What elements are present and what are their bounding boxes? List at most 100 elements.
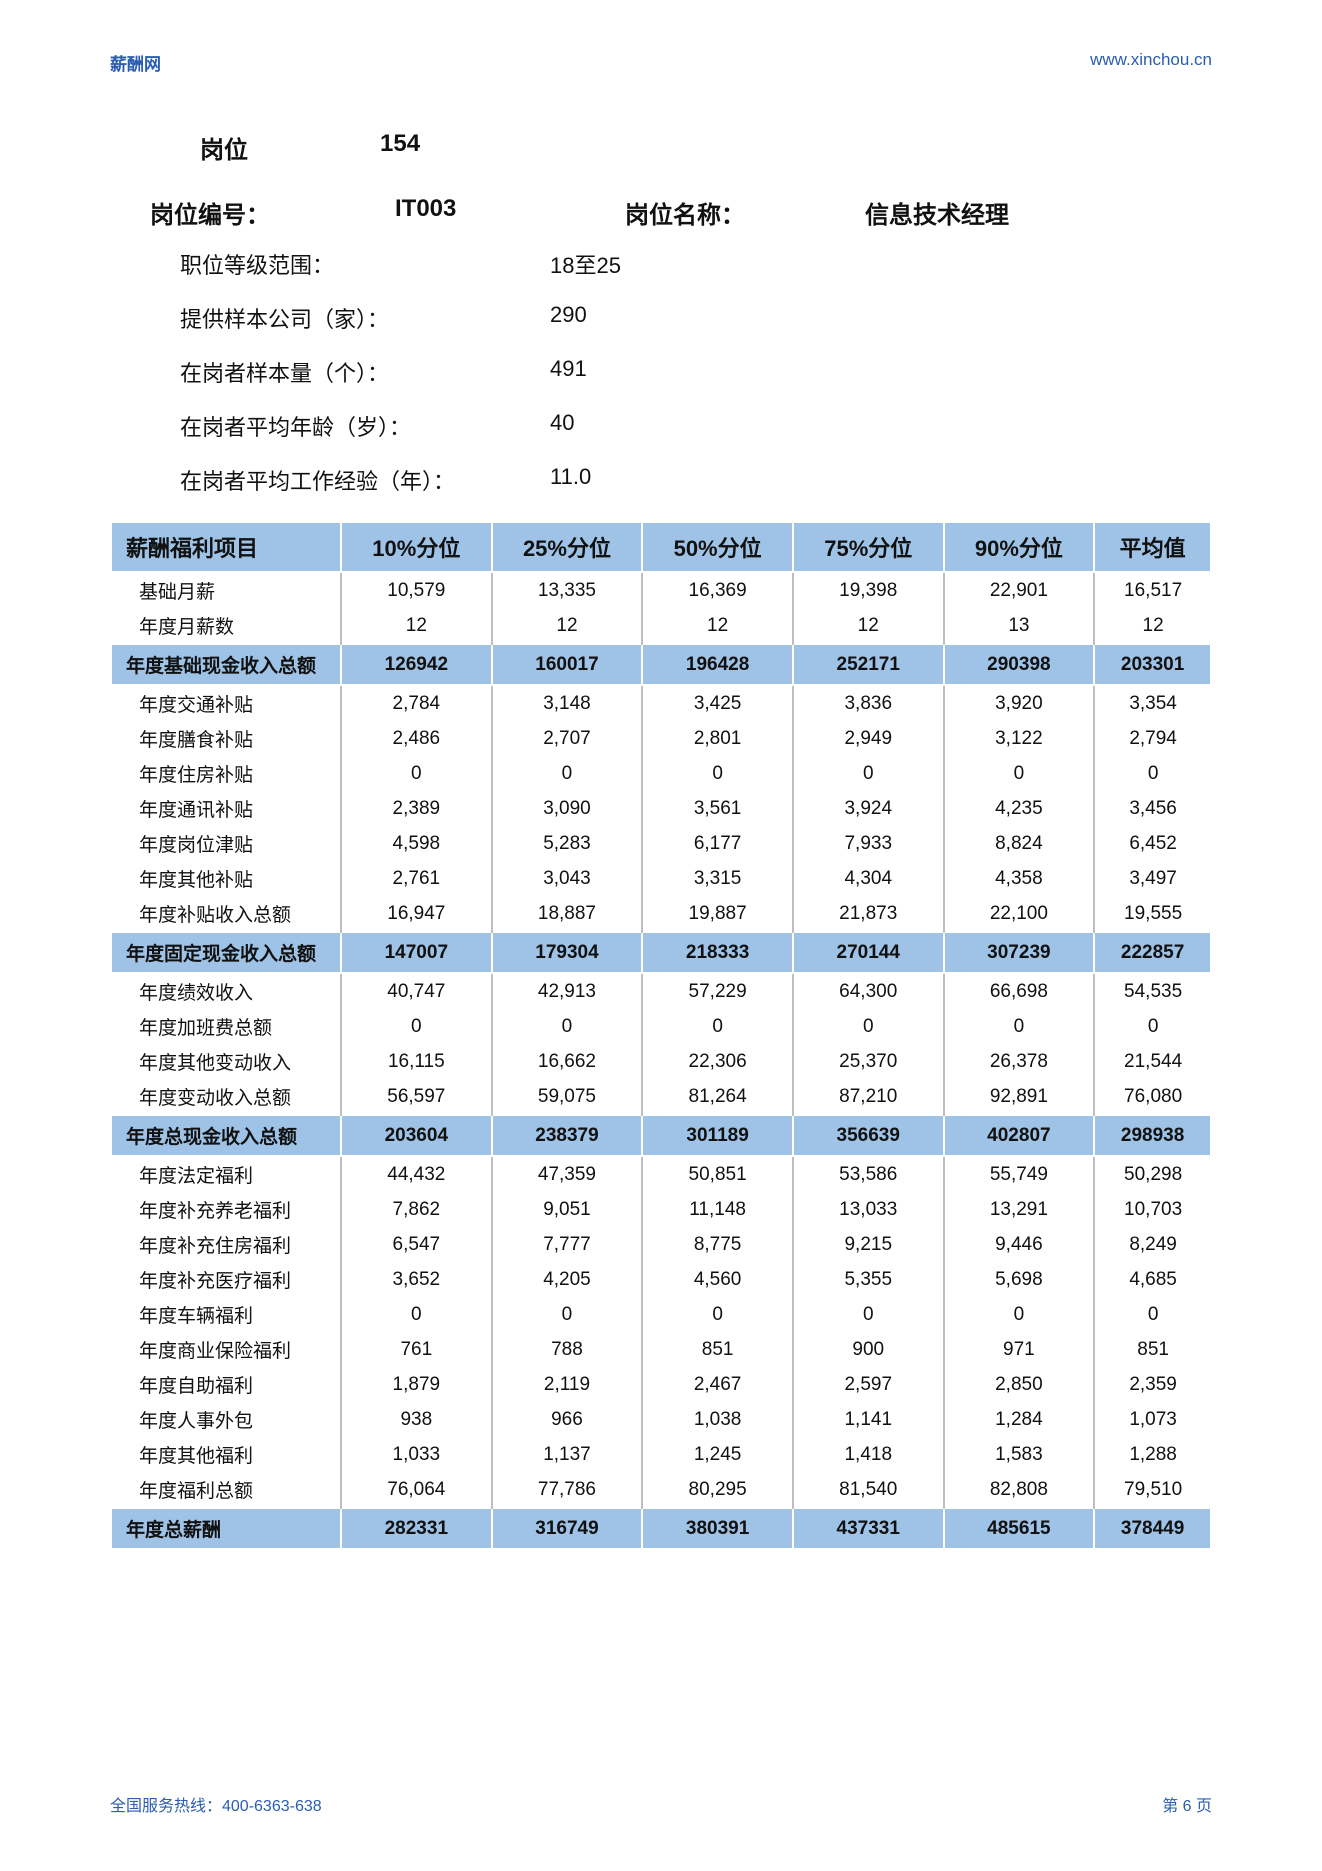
- table-row: 年度住房补贴000000: [111, 756, 1211, 791]
- table-cell: 50,851: [642, 1156, 793, 1192]
- table-cell: 26,378: [944, 1044, 1095, 1079]
- table-cell: 378449: [1094, 1508, 1211, 1549]
- table-cell: 2,707: [492, 721, 643, 756]
- table-row: 年度补贴收入总额16,94718,88719,88721,87322,10019…: [111, 896, 1211, 932]
- table-cell: 4,235: [944, 791, 1095, 826]
- table-cell: 3,315: [642, 861, 793, 896]
- meta-value: 491: [550, 356, 587, 388]
- table-column-header: 50%分位: [642, 522, 793, 572]
- table-row: 年度通讯补贴2,3893,0903,5613,9244,2353,456: [111, 791, 1211, 826]
- meta-row: 提供样本公司（家）： 290: [180, 302, 1212, 334]
- table-cell: 53,586: [793, 1156, 944, 1192]
- table-cell: 66,698: [944, 973, 1095, 1009]
- table-cell: 2,949: [793, 721, 944, 756]
- table-cell: 76,064: [341, 1472, 492, 1508]
- table-cell: 0: [793, 1009, 944, 1044]
- table-cell: 0: [642, 1297, 793, 1332]
- meta-value: 11.0: [550, 464, 591, 496]
- table-cell: 16,369: [642, 572, 793, 608]
- table-cell: 12: [341, 608, 492, 644]
- table-cell: 年度补充医疗福利: [111, 1262, 341, 1297]
- site-url-link[interactable]: www.xinchou.cn: [1090, 50, 1212, 75]
- table-cell: 1,141: [793, 1402, 944, 1437]
- table-row: 年度岗位津贴4,5985,2836,1777,9338,8246,452: [111, 826, 1211, 861]
- table-cell: 年度绩效收入: [111, 973, 341, 1009]
- table-cell: 16,947: [341, 896, 492, 932]
- table-row: 年度商业保险福利761788851900971851: [111, 1332, 1211, 1367]
- table-cell: 7,777: [492, 1227, 643, 1262]
- table-cell: 380391: [642, 1508, 793, 1549]
- table-row: 年度总薪酬28233131674938039143733148561537844…: [111, 1508, 1211, 1549]
- position-name: 信息技术经理: [795, 195, 1212, 230]
- table-row: 年度基础现金收入总额126942160017196428252171290398…: [111, 644, 1211, 685]
- table-cell: 126942: [341, 644, 492, 685]
- table-cell: 2,467: [642, 1367, 793, 1402]
- table-cell: 0: [642, 1009, 793, 1044]
- table-cell: 298938: [1094, 1115, 1211, 1156]
- meta-value: 40: [550, 410, 574, 442]
- table-cell: 6,177: [642, 826, 793, 861]
- table-cell: 3,122: [944, 721, 1095, 756]
- table-row: 年度膳食补贴2,4862,7072,8012,9493,1222,794: [111, 721, 1211, 756]
- position-name-label: 岗位名称：: [595, 195, 795, 230]
- table-cell: 7,933: [793, 826, 944, 861]
- meta-label: 在岗者平均年龄（岁）：: [180, 410, 550, 442]
- table-cell: 485615: [944, 1508, 1095, 1549]
- table-cell: 年度月薪数: [111, 608, 341, 644]
- site-name-link[interactable]: 薪酬网: [110, 50, 161, 75]
- table-cell: 3,561: [642, 791, 793, 826]
- table-column-header: 10%分位: [341, 522, 492, 572]
- table-cell: 0: [492, 1297, 643, 1332]
- table-cell: 56,597: [341, 1079, 492, 1115]
- table-cell: 4,560: [642, 1262, 793, 1297]
- meta-label: 在岗者平均工作经验（年）：: [180, 464, 550, 496]
- table-row: 年度其他变动收入16,11516,66222,30625,37026,37821…: [111, 1044, 1211, 1079]
- table-cell: 1,583: [944, 1437, 1095, 1472]
- table-cell: 147007: [341, 932, 492, 973]
- table-cell: 年度补贴收入总额: [111, 896, 341, 932]
- meta-row: 在岗者平均年龄（岁）： 40: [180, 410, 1212, 442]
- table-cell: 3,836: [793, 685, 944, 721]
- table-cell: 年度人事外包: [111, 1402, 341, 1437]
- table-cell: 270144: [793, 932, 944, 973]
- table-cell: 6,452: [1094, 826, 1211, 861]
- table-row: 年度固定现金收入总额147007179304218333270144307239…: [111, 932, 1211, 973]
- table-row: 年度人事外包9389661,0381,1411,2841,073: [111, 1402, 1211, 1437]
- meta-row: 在岗者平均工作经验（年）： 11.0: [180, 464, 1212, 496]
- table-cell: 9,051: [492, 1192, 643, 1227]
- table-cell: 22,306: [642, 1044, 793, 1079]
- table-cell: 13,335: [492, 572, 643, 608]
- table-cell: 0: [341, 1297, 492, 1332]
- table-cell: 55,749: [944, 1156, 1095, 1192]
- table-cell: 3,043: [492, 861, 643, 896]
- table-cell: 50,298: [1094, 1156, 1211, 1192]
- table-row: 年度其他补贴2,7613,0433,3154,3044,3583,497: [111, 861, 1211, 896]
- table-cell: 1,033: [341, 1437, 492, 1472]
- table-cell: 12: [1094, 608, 1211, 644]
- footer-hotline: 全国服务热线：400-6363-638: [110, 1792, 322, 1816]
- table-cell: 252171: [793, 644, 944, 685]
- position-code: IT003: [395, 195, 595, 230]
- table-column-header: 90%分位: [944, 522, 1095, 572]
- table-cell: 40,747: [341, 973, 492, 1009]
- table-cell: 437331: [793, 1508, 944, 1549]
- table-cell: 82,808: [944, 1472, 1095, 1508]
- table-cell: 1,288: [1094, 1437, 1211, 1472]
- table-cell: 13: [944, 608, 1095, 644]
- table-cell: 851: [1094, 1332, 1211, 1367]
- meta-section: 职位等级范围： 18至25 提供样本公司（家）： 290 在岗者样本量（个）： …: [110, 248, 1212, 496]
- table-cell: 42,913: [492, 973, 643, 1009]
- table-cell: 3,354: [1094, 685, 1211, 721]
- table-cell: 年度总现金收入总额: [111, 1115, 341, 1156]
- table-cell: 4,205: [492, 1262, 643, 1297]
- meta-label: 提供样本公司（家）：: [180, 302, 550, 334]
- table-cell: 196428: [642, 644, 793, 685]
- table-cell: 79,510: [1094, 1472, 1211, 1508]
- table-row: 年度法定福利44,43247,35950,85153,58655,74950,2…: [111, 1156, 1211, 1192]
- table-cell: 92,891: [944, 1079, 1095, 1115]
- meta-label: 在岗者样本量（个）：: [180, 356, 550, 388]
- table-cell: 年度通讯补贴: [111, 791, 341, 826]
- table-cell: 0: [1094, 756, 1211, 791]
- table-cell: 57,229: [642, 973, 793, 1009]
- meta-value: 18至25: [550, 248, 621, 280]
